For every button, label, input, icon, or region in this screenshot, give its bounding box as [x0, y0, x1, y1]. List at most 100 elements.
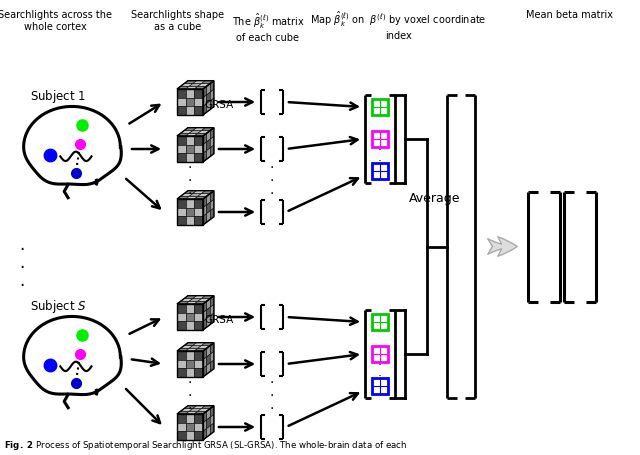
Polygon shape [180, 131, 193, 134]
Bar [195, 208, 203, 217]
Polygon shape [189, 346, 202, 349]
Polygon shape [211, 352, 214, 363]
Bar [177, 313, 186, 322]
Polygon shape [186, 87, 198, 90]
Polygon shape [207, 93, 211, 104]
Polygon shape [184, 191, 196, 194]
Polygon shape [211, 128, 214, 140]
Polygon shape [203, 104, 207, 116]
Bar [195, 98, 203, 107]
Bar [177, 369, 186, 377]
Text: Mean beta matrix: Mean beta matrix [527, 10, 614, 20]
Polygon shape [189, 84, 202, 87]
Polygon shape [211, 313, 214, 325]
Polygon shape [203, 411, 207, 423]
Bar [186, 322, 195, 330]
Bar [372, 346, 388, 362]
Polygon shape [211, 305, 214, 316]
Bar [186, 431, 195, 440]
Bar [195, 154, 203, 162]
Bar [195, 351, 203, 360]
Bar [372, 131, 388, 148]
Polygon shape [177, 302, 189, 304]
Bar [195, 107, 203, 116]
Text: The $\hat{\beta}_k^{(\ell)}$ matrix
of each cube: The $\hat{\beta}_k^{(\ell)}$ matrix of e… [232, 12, 304, 43]
Bar [186, 98, 195, 107]
Text: GRSA: GRSA [204, 314, 233, 324]
Polygon shape [207, 354, 211, 366]
Bar [177, 423, 186, 431]
Polygon shape [211, 81, 214, 93]
Polygon shape [202, 81, 214, 84]
Polygon shape [184, 81, 196, 84]
Bar [177, 322, 186, 330]
Bar [372, 378, 388, 394]
Polygon shape [202, 191, 214, 194]
Bar [177, 304, 186, 313]
Text: ·
·
·: · · · [270, 161, 274, 201]
Polygon shape [211, 423, 214, 435]
Polygon shape [177, 197, 189, 200]
Polygon shape [203, 206, 207, 217]
Polygon shape [207, 316, 211, 328]
Bar [186, 360, 195, 369]
Polygon shape [198, 346, 211, 349]
Polygon shape [211, 415, 214, 426]
Polygon shape [207, 211, 211, 223]
Polygon shape [195, 134, 207, 136]
Polygon shape [198, 84, 211, 87]
Polygon shape [207, 417, 211, 429]
Polygon shape [195, 349, 207, 351]
Polygon shape [195, 411, 207, 414]
Polygon shape [193, 296, 205, 299]
Polygon shape [189, 409, 202, 411]
Text: Subject $\mathit{1}$: Subject $\mathit{1}$ [30, 88, 86, 105]
Polygon shape [207, 131, 211, 142]
Text: Average: Average [409, 192, 461, 205]
Bar [372, 164, 388, 180]
Polygon shape [203, 151, 207, 162]
Text: ·
·: · · [378, 144, 382, 167]
Bar [186, 136, 195, 145]
Polygon shape [184, 343, 196, 346]
Text: Searchlights across the
whole cortex: Searchlights across the whole cortex [0, 10, 112, 31]
Bar [186, 217, 195, 226]
Polygon shape [177, 87, 189, 90]
Polygon shape [203, 197, 207, 208]
Polygon shape [177, 411, 189, 414]
Bar [177, 351, 186, 360]
Polygon shape [211, 406, 214, 417]
Polygon shape [180, 299, 193, 302]
Polygon shape [193, 406, 205, 409]
Bar [177, 90, 203, 116]
Bar [186, 107, 195, 116]
Polygon shape [186, 349, 198, 351]
Text: ·
·
·: · · · [270, 375, 274, 415]
Polygon shape [203, 349, 207, 360]
Bar [186, 145, 195, 154]
Text: ·
·
·: · · · [188, 375, 192, 415]
Bar [195, 304, 203, 313]
Polygon shape [203, 87, 207, 98]
Polygon shape [186, 134, 198, 136]
Bar [195, 431, 203, 440]
Polygon shape [207, 426, 211, 437]
Text: Map $\hat{\beta}_k^{(\ell)}$ on  $\beta^{(\ell)}$ by voxel coordinate
index: Map $\hat{\beta}_k^{(\ell)}$ on $\beta^{… [310, 10, 486, 41]
Polygon shape [193, 128, 205, 131]
Bar [195, 217, 203, 226]
Polygon shape [195, 87, 207, 90]
Polygon shape [177, 349, 189, 351]
Polygon shape [203, 310, 207, 322]
Bar [177, 145, 186, 154]
Text: Subject $\mathit{S}$: Subject $\mathit{S}$ [30, 298, 87, 314]
Polygon shape [180, 84, 193, 87]
Polygon shape [211, 90, 214, 101]
Polygon shape [207, 202, 211, 214]
Bar [195, 369, 203, 377]
Bar [186, 154, 195, 162]
Polygon shape [195, 302, 207, 304]
Polygon shape [207, 101, 211, 113]
Bar [195, 145, 203, 154]
Polygon shape [211, 146, 214, 157]
Bar [177, 304, 203, 330]
